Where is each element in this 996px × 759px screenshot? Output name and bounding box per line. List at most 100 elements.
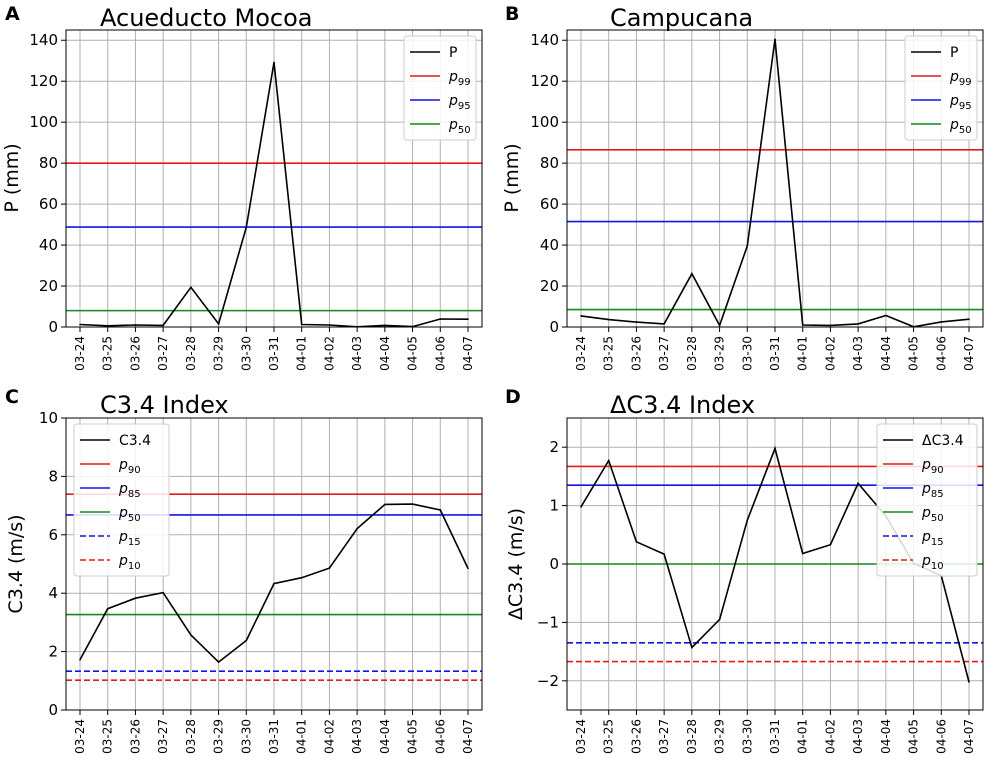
data-point — [968, 318, 970, 321]
x-tick-label: 03-27 — [657, 336, 671, 371]
legend-box — [73, 423, 170, 577]
x-tick-label: 04-04 — [378, 336, 392, 371]
x-tick-label: 03-25 — [101, 336, 115, 371]
y-tick-label: 80 — [540, 154, 559, 172]
legend-label: p50 — [921, 505, 944, 524]
legend-label-base: p — [949, 117, 959, 133]
x-tick-label: 03-31 — [267, 336, 281, 371]
y-tick-label: 20 — [39, 277, 58, 295]
data-point — [300, 576, 303, 579]
legend-label: p15 — [118, 529, 141, 548]
data-point — [691, 646, 693, 649]
data-point — [411, 503, 414, 505]
data-point — [384, 324, 386, 327]
data-point — [635, 541, 638, 543]
data-point — [691, 272, 693, 275]
legend-label-subscript: 50 — [931, 513, 944, 524]
y-tick-label: 0 — [48, 701, 58, 719]
y-tick-label: 60 — [39, 195, 58, 213]
x-tick-label: 04-06 — [934, 719, 948, 754]
x-tick-label: 03-28 — [184, 719, 198, 754]
legend-label: ΔC3.4 — [922, 433, 964, 449]
y-tick-label: 0 — [549, 318, 559, 336]
x-tick-label: 04-06 — [433, 336, 447, 371]
legend-label-base: p — [949, 93, 959, 109]
data-point — [718, 618, 721, 621]
x-tick-label: 03-25 — [602, 719, 616, 754]
x-tick-label: 04-04 — [879, 336, 893, 371]
y-tick-label: 4 — [48, 584, 58, 602]
y-tick-label: −2 — [537, 672, 559, 690]
chart-title: Acueducto Mocoa — [100, 4, 313, 32]
x-tick-label: 04-01 — [295, 336, 309, 371]
data-point — [801, 552, 804, 555]
legend-label-base: p — [921, 481, 931, 497]
legend-label: p50 — [448, 117, 471, 136]
legend-label: p10 — [118, 553, 141, 572]
y-tick-label: 0 — [549, 555, 559, 573]
x-tick-label: 04-07 — [461, 719, 475, 754]
data-point — [774, 447, 776, 450]
x-tick-label: 04-03 — [350, 336, 364, 371]
legend-label: p15 — [921, 529, 944, 548]
legend-box — [403, 35, 477, 141]
data-point — [217, 323, 220, 325]
y-tick-label: 40 — [39, 236, 58, 254]
legend-label-subscript: 85 — [931, 489, 944, 500]
y-tick-label: 140 — [530, 31, 559, 49]
x-tick-label: 03-29 — [713, 336, 727, 371]
data-point — [439, 509, 442, 511]
data-point — [439, 318, 442, 320]
y-tick-label: 40 — [540, 236, 559, 254]
data-point — [774, 38, 776, 41]
x-tick-label: 03-25 — [602, 336, 616, 371]
legend-label: P — [449, 45, 457, 61]
legend-label-subscript: 85 — [128, 489, 141, 500]
legend-label: p95 — [448, 93, 471, 112]
y-tick-label: 100 — [29, 113, 58, 131]
x-tick-label: 03-30 — [239, 336, 253, 371]
y-tick-label: 120 — [29, 72, 58, 90]
data-point — [829, 543, 832, 546]
x-tick-label: 03-28 — [685, 719, 699, 754]
data-point — [607, 318, 610, 321]
data-point — [663, 553, 665, 555]
legend-label: p99 — [949, 69, 972, 88]
legend-label: C3.4 — [119, 433, 151, 449]
x-tick-label: 03-24 — [73, 719, 87, 754]
x-tick-label: 04-04 — [879, 719, 893, 754]
data-point — [885, 314, 887, 317]
legend-label-subscript: 10 — [931, 561, 944, 572]
legend-label-base: p — [448, 117, 458, 133]
legend-label-subscript: 50 — [458, 125, 471, 136]
panel-a: A Acueducto Mocoa P (mm) 0 20 40 60 80 100 120 140… — [1, 3, 483, 371]
data-point — [607, 459, 610, 462]
x-tick-label: 04-06 — [433, 719, 447, 754]
legend-label: p85 — [921, 481, 944, 500]
data-point — [635, 321, 638, 323]
y-axis-label: ΔC3.4 (m/s) — [505, 508, 527, 620]
y-axis-label: P (mm) — [1, 143, 23, 212]
legend-label: p95 — [949, 93, 972, 112]
x-tick-label: 03-31 — [267, 719, 281, 754]
legend-label-base: p — [921, 529, 931, 545]
data-point — [328, 567, 331, 569]
x-tick-label: 03-31 — [768, 719, 782, 754]
data-point — [134, 597, 137, 599]
data-point — [273, 61, 275, 64]
legend-label-base: p — [949, 69, 959, 85]
x-tick-label: 04-05 — [907, 336, 921, 371]
legend-label: p85 — [118, 481, 141, 500]
legend-label-base: p — [118, 553, 128, 569]
data-point — [580, 315, 582, 317]
x-tick-label: 04-02 — [823, 336, 837, 371]
legend-label-subscript: 95 — [959, 101, 972, 112]
y-tick-label: 10 — [39, 409, 58, 427]
data-point — [746, 245, 749, 247]
x-tick-label: 04-05 — [907, 719, 921, 754]
data-point — [467, 318, 469, 321]
